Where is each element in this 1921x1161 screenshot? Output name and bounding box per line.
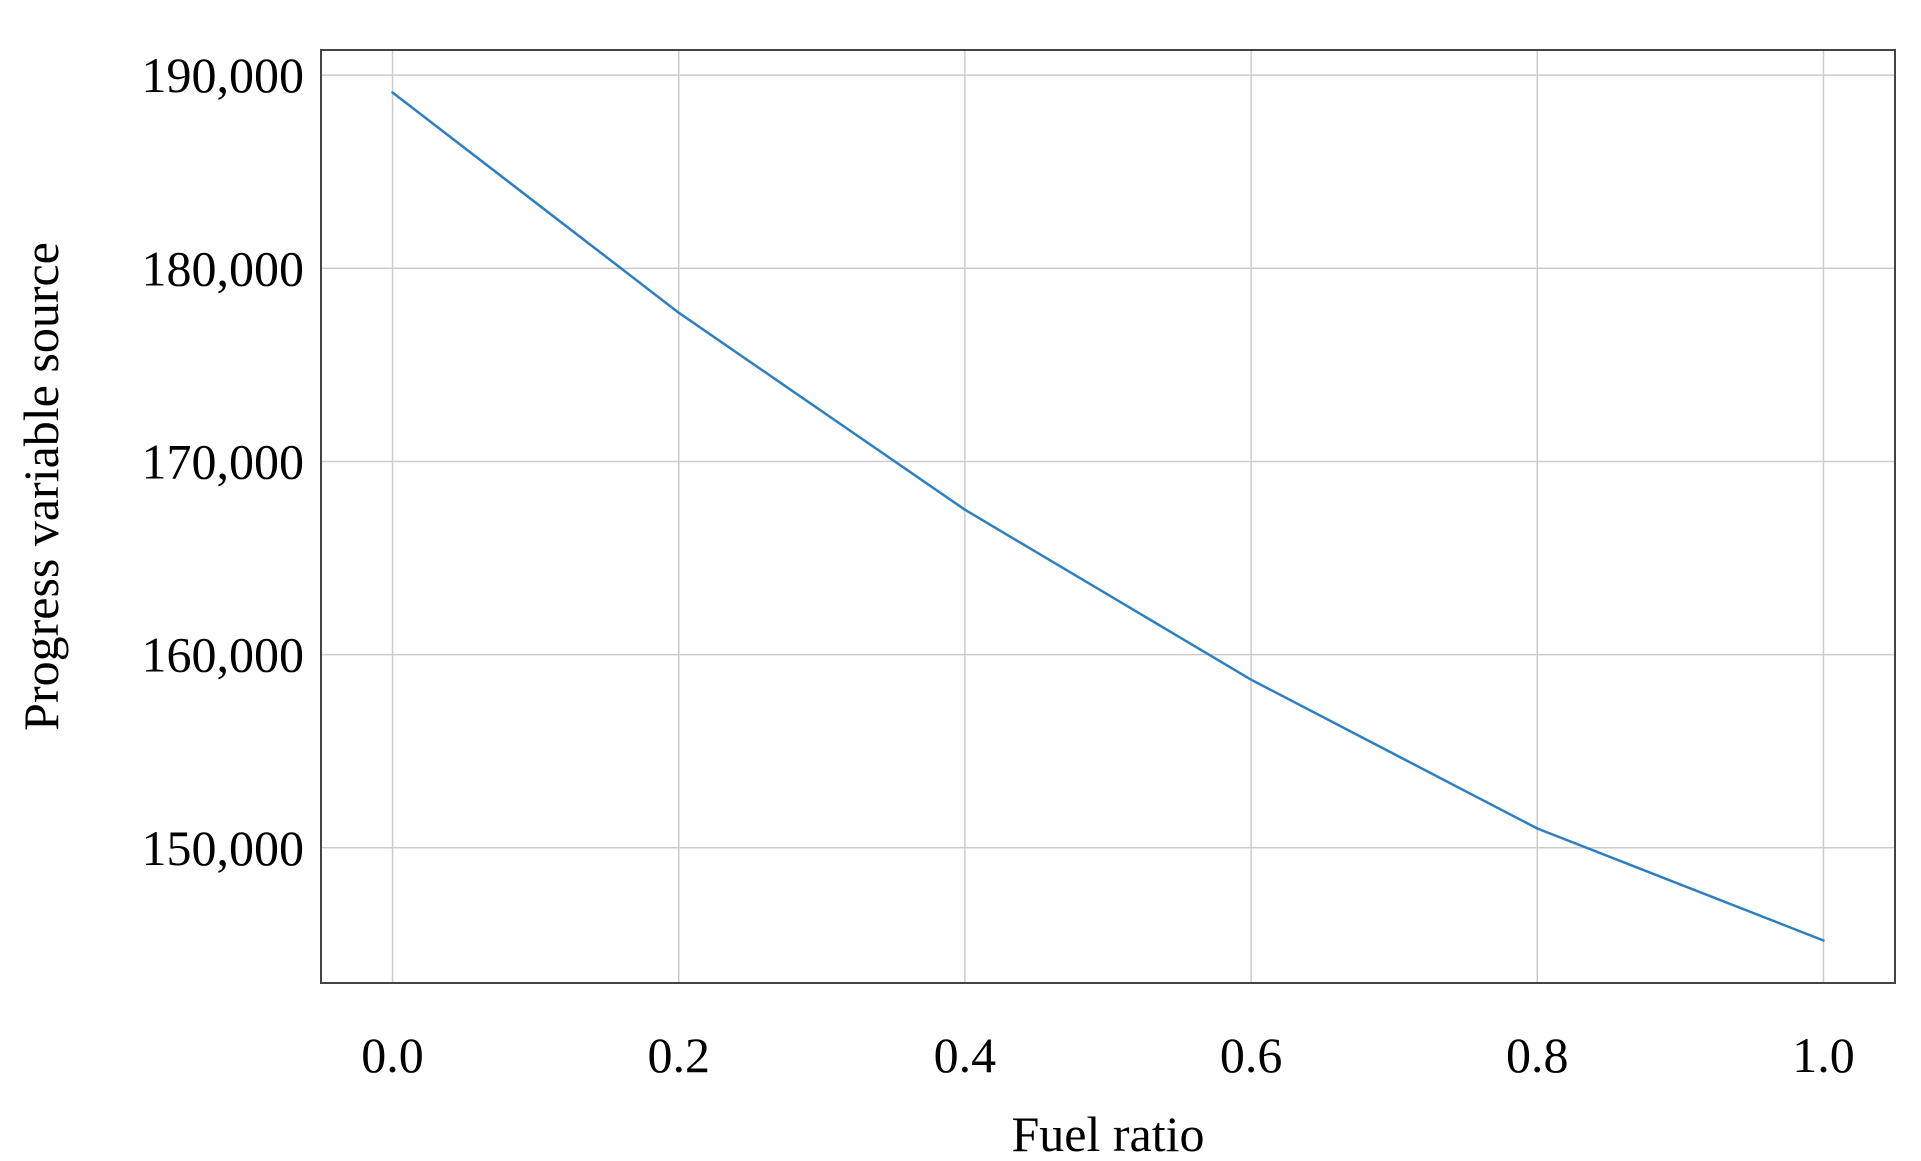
x-tick-label: 0.4 bbox=[934, 1027, 997, 1083]
series-group bbox=[391, 91, 1825, 942]
y-axis-ticks: 150,000 160,000 170,000 180,000 190,000 bbox=[142, 47, 305, 876]
x-tick-label: 0.2 bbox=[647, 1027, 710, 1083]
x-axis-label: Fuel ratio bbox=[1011, 1106, 1204, 1161]
y-axis-label: Progress variable source bbox=[13, 242, 69, 731]
y-tick-label: 160,000 bbox=[142, 627, 305, 683]
y-tick-label: 170,000 bbox=[142, 433, 305, 489]
x-tick-label: 0.6 bbox=[1220, 1027, 1283, 1083]
y-tick-label: 190,000 bbox=[142, 47, 305, 103]
x-tick-label: 0.0 bbox=[361, 1027, 424, 1083]
x-tick-label: 0.8 bbox=[1506, 1027, 1569, 1083]
plot-area-frame bbox=[320, 49, 1896, 984]
series-line bbox=[391, 91, 1825, 942]
x-axis-ticks: 0.0 0.2 0.4 0.6 0.8 1.0 bbox=[361, 1027, 1854, 1083]
grid bbox=[321, 50, 1895, 983]
y-tick-label: 180,000 bbox=[142, 240, 305, 296]
x-tick-label: 1.0 bbox=[1792, 1027, 1855, 1083]
y-tick-label: 150,000 bbox=[142, 820, 305, 876]
